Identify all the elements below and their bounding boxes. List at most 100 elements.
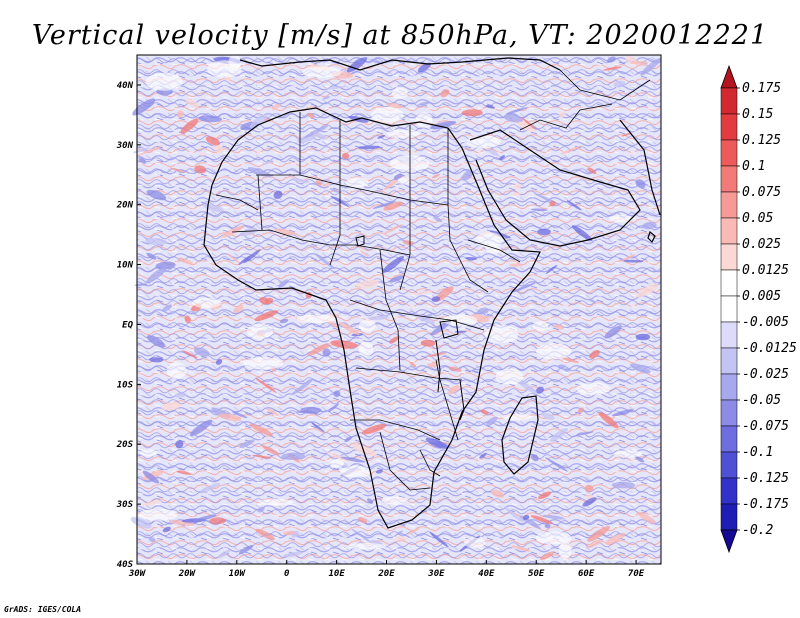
colorbar-label: 0.05: [742, 211, 773, 226]
lon-tick-label: 10E: [328, 569, 345, 579]
colorbar-label: -0.1: [742, 445, 773, 460]
downdraft-patch: [146, 252, 157, 260]
downdraft-patch: [329, 188, 339, 193]
downdraft-patch: [232, 411, 248, 419]
updraft-patch: [539, 551, 555, 560]
colorbar-swatch: [720, 87, 738, 115]
arabia-coastline: [469, 129, 641, 247]
downdraft-patch: [430, 320, 452, 336]
downdraft-patch: [326, 85, 348, 90]
calm-patch: [495, 368, 524, 385]
updraft-patch: [448, 385, 460, 395]
downdraft-patch: [429, 121, 457, 130]
updraft-patch: [161, 402, 181, 411]
colorbar-label: 0.025: [742, 237, 781, 252]
downdraft-patch: [566, 200, 582, 211]
downdraft-patch: [333, 390, 341, 398]
downdraft-patch: [425, 437, 449, 449]
colorbar-label: -0.0125: [742, 341, 797, 356]
lon-tick-label: 10W: [229, 569, 247, 579]
colorbar-swatch: [720, 191, 738, 219]
updraft-patch: [420, 339, 436, 347]
colorbar-label: -0.075: [742, 419, 789, 434]
downdraft-patch: [571, 225, 593, 242]
updraft-patch: [587, 526, 610, 542]
updraft-patch: [383, 224, 403, 235]
downdraft-patch: [132, 98, 156, 116]
updraft-patch: [254, 310, 279, 321]
lake-malawi: [459, 379, 465, 421]
updraft-patch: [426, 352, 447, 357]
downdraft-patch: [279, 318, 289, 324]
downdraft-patch: [576, 431, 594, 436]
downdraft-patch: [504, 114, 524, 123]
updraft-patch: [386, 102, 403, 109]
colorbar-label: 0.1: [742, 159, 765, 174]
downdraft-patch: [328, 403, 339, 413]
updraft-patch: [255, 528, 275, 540]
lon-tick-label: 0: [284, 569, 290, 579]
downdraft-patch: [243, 249, 261, 264]
updraft-patch: [194, 165, 207, 174]
downdraft-patch: [389, 275, 405, 283]
updraft-patch: [549, 200, 556, 207]
updraft-patch: [509, 263, 523, 267]
downdraft-patch: [642, 221, 657, 230]
colorbar-label: -0.175: [742, 497, 789, 512]
updraft-patch: [585, 484, 594, 493]
colorbar-swatch: [720, 269, 738, 297]
calm-patch: [371, 107, 404, 123]
downdraft-patch: [322, 348, 331, 357]
updraft-patch: [412, 290, 434, 296]
downdraft-patch: [142, 470, 160, 484]
downdraft-patch: [417, 101, 431, 106]
lat-tick-label: 30N: [116, 141, 134, 151]
updraft-patch: [490, 489, 505, 498]
updraft-patch: [255, 377, 278, 394]
india-coastline: [619, 119, 661, 216]
updraft-patch: [513, 182, 522, 190]
downdraft-patch: [477, 307, 489, 315]
updraft-patch: [407, 528, 420, 535]
downdraft-patch: [162, 526, 171, 533]
updraft-patch: [558, 111, 566, 118]
downdraft-patch: [255, 205, 265, 209]
updraft-patch: [553, 324, 565, 330]
calm-patch: [397, 177, 411, 185]
calm-patch: [576, 382, 611, 395]
lat-tick-label: EQ: [122, 320, 133, 330]
downdraft-patch: [149, 357, 164, 363]
downdraft-patch: [217, 549, 231, 559]
lat-tick-label: 10S: [117, 380, 134, 390]
madagascar-coastline: [501, 395, 539, 475]
updraft-patch: [402, 240, 414, 246]
updraft-patch: [315, 180, 322, 186]
downdraft-patch: [634, 455, 645, 463]
updraft-patch: [383, 201, 403, 211]
colorbar-swatch: [720, 399, 738, 427]
colorbar-swatch: [720, 451, 738, 479]
downdraft-patch: [155, 261, 176, 270]
colorbar-swatch: [720, 217, 738, 245]
downdraft-patch: [485, 105, 495, 109]
downdraft-patch: [296, 411, 319, 414]
downdraft-patch: [485, 416, 498, 426]
updraft-patch: [330, 340, 358, 349]
updraft-patch: [361, 423, 387, 435]
calm-patch: [258, 498, 294, 506]
colorbar-swatch: [720, 373, 738, 401]
calm-patch: [485, 243, 502, 254]
downdraft-patch: [545, 264, 558, 274]
updraft-patch: [605, 532, 626, 545]
downdraft-patch: [304, 125, 329, 138]
downdraft-patch: [630, 363, 651, 374]
downdraft-patch: [382, 255, 405, 273]
colorbar-swatch: [720, 477, 738, 505]
downdraft-patch: [315, 253, 335, 270]
lake-victoria: [439, 319, 459, 339]
updraft-patch: [274, 228, 296, 236]
updraft-patch: [389, 336, 399, 344]
updraft-patch: [537, 491, 552, 500]
lon-tick-label: 20E: [377, 569, 395, 579]
calm-patch: [339, 465, 372, 478]
